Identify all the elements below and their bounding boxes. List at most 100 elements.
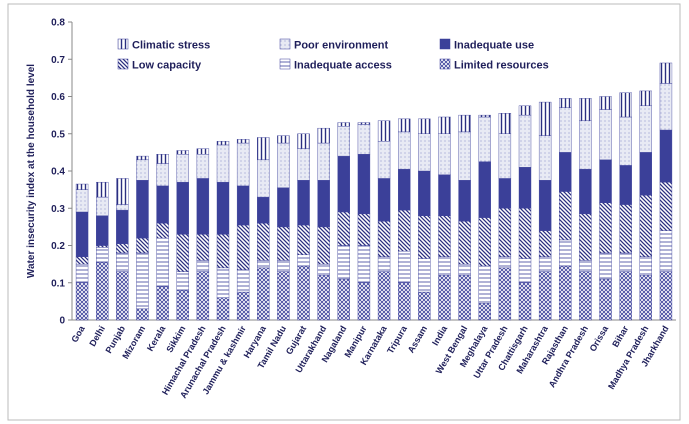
- bar-segment: [418, 170, 431, 216]
- bar-segment: [518, 114, 532, 168]
- bar-segment: [156, 286, 169, 321]
- bar-segment: [518, 208, 532, 259]
- bar-segment: [156, 154, 169, 164]
- x-tick-label: Delhi: [87, 324, 107, 348]
- bar-segment: [317, 127, 330, 144]
- bar-segment: [156, 222, 169, 239]
- y-tick-label: 0.3: [51, 204, 65, 215]
- bar-segment: [639, 195, 652, 257]
- bar-segment: [297, 254, 310, 267]
- bar-segment: [377, 120, 391, 142]
- bar-segment: [619, 204, 632, 254]
- bar-segment: [317, 142, 330, 181]
- legend-swatch: [117, 58, 129, 70]
- bar-segment: [216, 297, 230, 321]
- legend-label: Poor environment: [294, 40, 388, 52]
- bar-segment: [357, 122, 371, 125]
- bar-segment: [216, 267, 230, 298]
- bar-segment: [619, 92, 632, 118]
- bar-segment: [498, 208, 512, 257]
- bar-segment: [257, 267, 270, 321]
- bar-segment: [458, 221, 471, 265]
- bar-segment: [619, 271, 632, 321]
- bar-segment: [297, 133, 310, 149]
- bar-segment: [216, 234, 230, 269]
- bar-segment: [176, 181, 189, 235]
- bar-segment: [337, 155, 350, 213]
- bar-segment: [538, 101, 552, 136]
- bar-segment: [498, 267, 512, 321]
- bar-segment: [297, 148, 310, 181]
- x-tick-label: Bihar: [610, 324, 630, 349]
- bar-segment: [559, 191, 572, 241]
- frame: [7, 3, 681, 421]
- bar-segment: [257, 137, 270, 161]
- bar-segment: [599, 96, 612, 110]
- bar-segment: [116, 252, 129, 272]
- y-axis-label: Water insecurity index at the household …: [26, 64, 37, 278]
- bar-segment: [438, 116, 451, 134]
- bar-segment: [579, 120, 592, 170]
- y-tick-label: 0.4: [51, 167, 65, 178]
- legend-swatch: [279, 38, 291, 50]
- bar-segment: [659, 181, 673, 231]
- bar-segment: [639, 152, 652, 196]
- bar-segment: [357, 124, 371, 155]
- bar-segment: [478, 303, 491, 321]
- bar-segment: [398, 131, 411, 170]
- bar-segment: [236, 269, 250, 293]
- bar-segment: [659, 62, 673, 84]
- bar-segment: [559, 107, 572, 153]
- bar-segment: [116, 271, 129, 321]
- bar-segment: [538, 180, 552, 231]
- bar-segment: [478, 116, 491, 162]
- bar-segment: [599, 202, 612, 254]
- bar-segment: [176, 150, 189, 155]
- bar-segment: [277, 187, 290, 228]
- bar-segment: [257, 222, 270, 261]
- bar-segment: [518, 282, 532, 321]
- bar-segment: [257, 196, 270, 224]
- bar-segment: [458, 263, 471, 276]
- bar-segment: [418, 258, 431, 293]
- legend-label: Climatic stress: [132, 40, 210, 52]
- bar-segment: [579, 213, 592, 261]
- bar-segment: [398, 282, 411, 321]
- bar-segment: [639, 275, 652, 321]
- bar-segment: [95, 245, 109, 248]
- legend-label: Inadequate access: [294, 60, 392, 72]
- bar-segment: [377, 271, 391, 321]
- bar-segment: [377, 256, 391, 272]
- bar-segment: [579, 260, 592, 272]
- y-tick-label: 0: [59, 316, 65, 327]
- bar-segment: [478, 217, 491, 267]
- bar-segment: [136, 155, 149, 161]
- bar-segment: [196, 154, 210, 179]
- bar-segment: [136, 308, 149, 321]
- bar-segment: [317, 180, 330, 228]
- bar-segment: [619, 165, 632, 205]
- bar-segment: [579, 98, 592, 121]
- bar-segment: [116, 204, 129, 211]
- bar-segment: [357, 282, 371, 321]
- bar-segment: [599, 278, 612, 321]
- bar-segment: [176, 234, 189, 272]
- bar-segment: [297, 180, 310, 226]
- bar-segment: [599, 109, 612, 161]
- bar-segment: [136, 159, 149, 181]
- bar-segment: [236, 224, 250, 270]
- bar-segment: [337, 211, 350, 246]
- x-tick-label: India: [430, 323, 450, 347]
- bar-segment: [75, 263, 89, 283]
- y-tick-label: 0.1: [51, 278, 65, 289]
- bar-segment: [518, 167, 532, 209]
- bar-segment: [75, 256, 89, 265]
- bar-segment: [75, 183, 89, 190]
- legend-swatch: [279, 58, 291, 70]
- bar-segment: [478, 161, 491, 218]
- bar-segment: [156, 185, 169, 224]
- bar-segment: [236, 291, 250, 321]
- bar-segment: [95, 262, 109, 321]
- bar-segment: [196, 260, 210, 272]
